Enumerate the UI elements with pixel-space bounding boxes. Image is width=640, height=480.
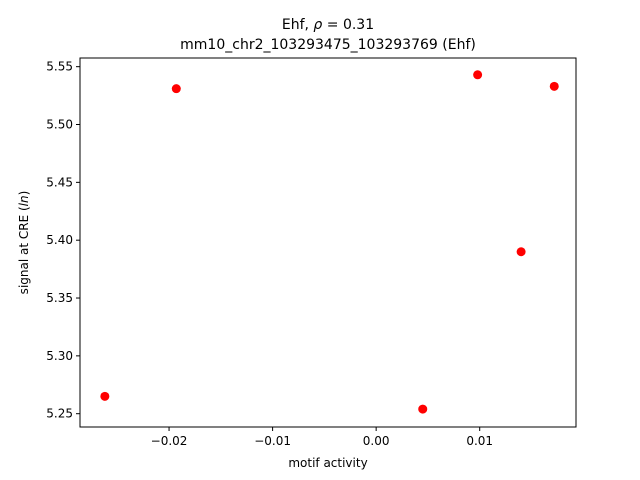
x-axis-label: motif activity (288, 456, 367, 470)
data-point (100, 391, 110, 401)
data-point (171, 84, 181, 94)
y-tick-label: 5.40 (46, 233, 73, 247)
x-tick-label: 0.00 (363, 434, 390, 448)
data-point (418, 404, 428, 414)
y-tick-label: 5.30 (46, 349, 73, 363)
x-axis-ticks: −0.02 −0.01 0.00 0.01 (151, 427, 493, 448)
chart-title-line2: mm10_chr2_103293475_103293769 (Ehf) (180, 37, 476, 53)
y-tick-label: 5.55 (46, 60, 73, 74)
x-tick-label: 0.01 (466, 434, 493, 448)
y-axis-label: signal at CRE (ln) (17, 191, 31, 295)
y-tick-label: 5.50 (46, 118, 73, 132)
x-tick-label: −0.02 (151, 434, 188, 448)
y-tick-label: 5.45 (46, 175, 73, 189)
axes-frame (79, 57, 577, 428)
data-point (516, 247, 526, 257)
y-tick-label: 5.35 (46, 291, 73, 305)
plot-area (100, 70, 559, 414)
chart-title-line1: Ehf, ρ = 0.31 (282, 17, 374, 33)
data-point (473, 70, 483, 80)
data-point (549, 81, 559, 91)
x-tick-label: −0.01 (254, 434, 291, 448)
y-axis-ticks: 5.25 5.30 5.35 5.40 5.45 5.50 5.55 (46, 60, 80, 421)
y-tick-label: 5.25 (46, 407, 73, 421)
